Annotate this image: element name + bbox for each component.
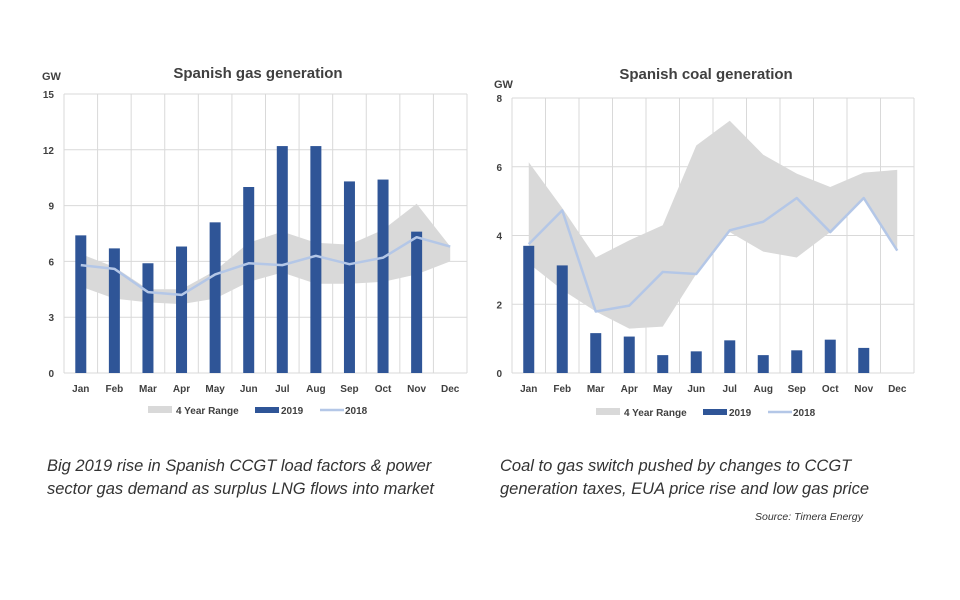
bar-2019-feb	[556, 265, 568, 373]
legend-range-label: 4 Year Range	[624, 408, 687, 419]
legend-2019-label: 2019	[729, 408, 752, 419]
bar-2019-apr	[176, 246, 188, 373]
y-tick-label: 8	[496, 94, 502, 105]
y-tick-label: 4	[496, 232, 502, 243]
x-tick-label: Jan	[72, 384, 89, 395]
caption-gas-line2: sector gas demand as surplus LNG flows i…	[47, 480, 435, 498]
legend-range-label: 4 Year Range	[176, 406, 239, 417]
legend-range-swatch	[596, 408, 620, 415]
x-tick-label: May	[653, 384, 673, 395]
x-tick-label: Jan	[520, 384, 537, 395]
bar-2019-oct	[824, 339, 836, 373]
bar-2019-jul	[276, 146, 288, 373]
x-tick-label: Jun	[240, 384, 258, 395]
bar-2019-may	[657, 355, 669, 373]
caption-gas-line1: Big 2019 rise in Spanish CCGT load facto…	[47, 457, 432, 475]
x-tick-label: Dec	[441, 384, 460, 395]
y-tick-label: 6	[496, 163, 502, 174]
bar-2019-apr	[623, 336, 635, 373]
bar-2019-sep	[343, 181, 355, 373]
x-tick-label: Sep	[340, 384, 358, 395]
line-2018	[527, 196, 899, 313]
x-tick-label: Jul	[275, 384, 290, 395]
bar-2019-nov	[411, 231, 423, 373]
x-tick-label: Nov	[854, 384, 873, 395]
x-tick-label: Apr	[621, 384, 638, 395]
x-tick-label: Dec	[888, 384, 907, 395]
x-tick-label: Mar	[587, 384, 605, 395]
bar-2019-sep	[791, 350, 803, 373]
y-tick-label: 2	[496, 300, 502, 311]
bar-2019-jan	[523, 245, 535, 373]
x-tick-label: Sep	[788, 384, 806, 395]
x-tick-label: May	[205, 384, 225, 395]
y-tick-label: 0	[496, 369, 502, 380]
bar-2019-feb	[108, 248, 120, 373]
line-2018	[80, 235, 451, 297]
x-tick-label: Jun	[687, 384, 705, 395]
chart-0: Spanish gas generation GW 0 3 6 9 12 15 Jan Feb Ma…	[42, 65, 468, 417]
y-tick-label: 9	[48, 202, 54, 213]
legend-range-swatch	[148, 406, 172, 413]
source-note: Source: Timera Energy	[755, 511, 863, 523]
chart-title: Spanish gas generation	[173, 65, 342, 82]
x-tick-label: Jul	[723, 384, 738, 395]
caption-gas: Big 2019 rise in Spanish CCGT load facto…	[47, 455, 434, 501]
bar-2019-mar	[590, 333, 602, 373]
y-tick-label: 12	[43, 146, 55, 157]
x-tick-label: Aug	[754, 384, 773, 395]
bar-2019-jan	[75, 235, 87, 373]
legend-2018-label: 2018	[793, 408, 816, 419]
chart-1: Spanish coal generation GW 0 2 4 6 8 Jan Feb Mar A…	[494, 66, 915, 419]
range-area	[528, 120, 898, 329]
y-tick-label: 15	[43, 90, 55, 101]
legend-2019-swatch	[703, 409, 727, 415]
caption-coal: Coal to gas switch pushed by changes to …	[500, 455, 869, 501]
x-tick-label: Oct	[375, 384, 392, 395]
bar-2019-jul	[724, 340, 736, 373]
y-tick-label: 6	[48, 257, 54, 268]
bar-2019-aug	[310, 146, 322, 373]
x-tick-label: Feb	[105, 384, 123, 395]
x-tick-label: Mar	[139, 384, 157, 395]
bar-2019-nov	[858, 347, 870, 373]
range-area	[80, 203, 451, 305]
legend-2019-label: 2019	[281, 406, 304, 417]
caption-coal-line2: generation taxes, EUA price rise and low…	[500, 480, 869, 498]
y-tick-label: 0	[48, 369, 54, 380]
y-axis-unit: GW	[494, 79, 514, 91]
x-tick-label: Oct	[822, 384, 839, 395]
x-tick-label: Aug	[306, 384, 325, 395]
caption-coal-line1: Coal to gas switch pushed by changes to …	[500, 457, 852, 475]
y-tick-label: 3	[48, 313, 54, 324]
y-axis-unit: GW	[42, 71, 62, 83]
legend-2018-label: 2018	[345, 406, 368, 417]
legend-2019-swatch	[255, 407, 279, 413]
bar-2019-jun	[690, 351, 702, 373]
chart-title: Spanish coal generation	[619, 66, 792, 83]
x-tick-label: Nov	[407, 384, 426, 395]
bar-2019-jun	[243, 187, 255, 373]
bar-2019-may	[209, 222, 221, 373]
bar-2019-mar	[142, 263, 154, 373]
bar-2019-aug	[757, 355, 769, 373]
x-tick-label: Apr	[173, 384, 190, 395]
bar-2019-oct	[377, 179, 389, 373]
x-tick-label: Feb	[553, 384, 571, 395]
